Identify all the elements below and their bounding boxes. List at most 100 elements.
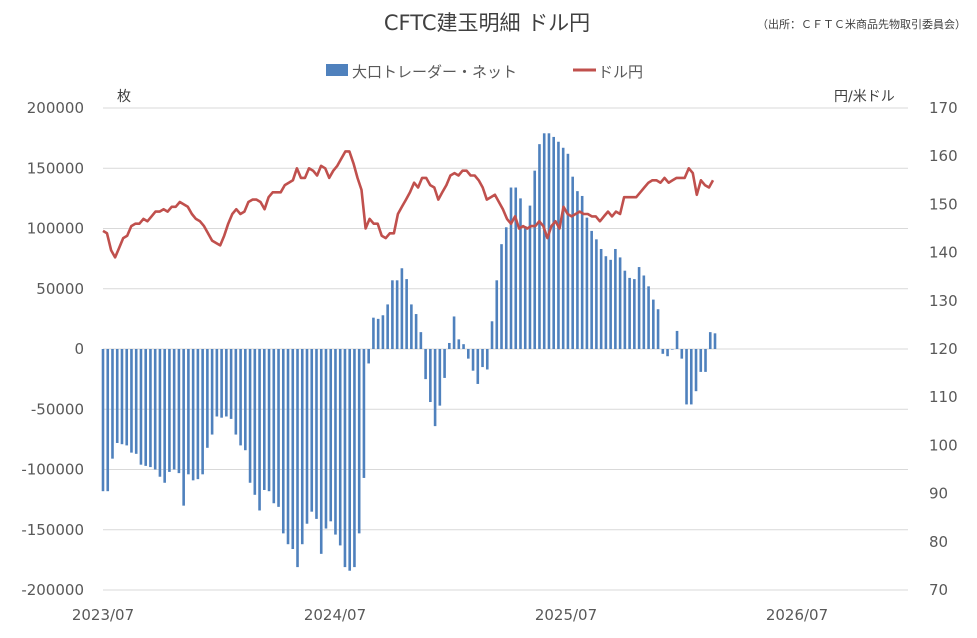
- right-axis-unit: 円/米ドル: [834, 89, 895, 105]
- bar: [519, 198, 522, 349]
- bar: [115, 349, 119, 443]
- bar: [281, 349, 285, 534]
- bar: [604, 256, 608, 349]
- bar: [652, 299, 655, 349]
- bar: [495, 280, 499, 349]
- bar: [172, 349, 176, 470]
- bar: [713, 333, 717, 349]
- bar: [443, 349, 446, 378]
- bar: [220, 349, 223, 418]
- bar: [609, 259, 612, 349]
- bar: [215, 349, 219, 417]
- bar: [704, 349, 707, 372]
- bar: [694, 349, 698, 392]
- y-right-tick-label: 70: [929, 581, 948, 599]
- bar: [533, 170, 537, 349]
- bar: [291, 349, 295, 550]
- y-right-tick-label: 100: [929, 436, 958, 454]
- bar: [405, 279, 408, 349]
- bar: [642, 275, 646, 349]
- bar: [708, 332, 712, 349]
- bar: [452, 316, 456, 349]
- bar: [315, 349, 318, 519]
- bar: [244, 349, 247, 451]
- y-right-tick-label: 130: [929, 292, 958, 310]
- bar: [595, 239, 598, 349]
- bar: [329, 349, 333, 522]
- bar: [334, 349, 337, 535]
- bar: [618, 257, 622, 349]
- bar: [367, 349, 370, 364]
- bar: [324, 349, 328, 529]
- y-right-tick-label: 80: [929, 533, 948, 551]
- bar: [206, 349, 209, 448]
- bar: [267, 349, 271, 492]
- bar: [348, 349, 351, 571]
- bar: [300, 349, 304, 545]
- bar: [647, 286, 650, 349]
- y-left-tick-label: 100000: [27, 220, 84, 238]
- legend-bar-swatch: [326, 64, 348, 76]
- bar: [153, 349, 157, 470]
- bar: [353, 349, 356, 568]
- x-tick-label: 2024/07: [304, 606, 366, 624]
- y-right-tick-label: 120: [929, 340, 958, 358]
- bar: [362, 349, 366, 478]
- x-tick-label: 2026/07: [766, 606, 828, 624]
- bar: [386, 304, 389, 349]
- bar: [675, 330, 679, 349]
- bar: [680, 349, 684, 359]
- bar: [372, 317, 375, 349]
- bar: [514, 187, 518, 349]
- bar: [419, 332, 423, 349]
- bar: [614, 248, 617, 349]
- bar: [277, 349, 280, 507]
- bar: [523, 226, 527, 349]
- bar: [500, 244, 503, 349]
- bar: [699, 349, 703, 372]
- bar: [656, 309, 660, 349]
- bar: [552, 136, 555, 349]
- bar: [661, 349, 665, 354]
- bar: [125, 349, 129, 446]
- bar: [234, 349, 238, 435]
- source-note: （出所：ＣＦＴＣ米商品先物取引委員会）: [757, 17, 966, 31]
- bar: [571, 176, 574, 349]
- bar: [561, 147, 565, 349]
- bar: [400, 268, 404, 349]
- bar: [509, 187, 513, 349]
- y-right-tick-label: 140: [929, 244, 958, 262]
- bar: [196, 349, 200, 480]
- bar: [628, 277, 631, 349]
- bar: [467, 349, 470, 359]
- y-right-tick-label: 160: [929, 147, 958, 165]
- bar: [248, 349, 252, 483]
- bar: [343, 349, 347, 568]
- y-left-tick-label: 0: [74, 340, 84, 358]
- bar: [177, 349, 181, 474]
- axes: -200000 -150000 -100000 -50000 0 50000 100000 1…: [21, 99, 957, 624]
- bar: [310, 349, 314, 512]
- bar: [120, 349, 124, 445]
- bar: [504, 227, 508, 349]
- bar: [424, 349, 427, 380]
- left-axis-unit: 枚: [117, 89, 131, 105]
- bar: [391, 280, 394, 349]
- bar: [134, 349, 138, 454]
- bar: [263, 349, 266, 490]
- bar: [253, 349, 257, 495]
- bar: [106, 349, 110, 492]
- bar: [671, 349, 674, 350]
- bar: [381, 315, 385, 349]
- bar: [191, 349, 195, 481]
- x-tick-label: 2025/07: [535, 606, 597, 624]
- bar: [457, 339, 461, 349]
- bar: [490, 321, 494, 349]
- y-right-tick-label: 150: [929, 195, 958, 213]
- y-left-tick-label: 200000: [27, 99, 84, 117]
- bar-series: [101, 133, 717, 571]
- y-right-tick-label: 170: [929, 99, 958, 117]
- bar: [666, 349, 669, 357]
